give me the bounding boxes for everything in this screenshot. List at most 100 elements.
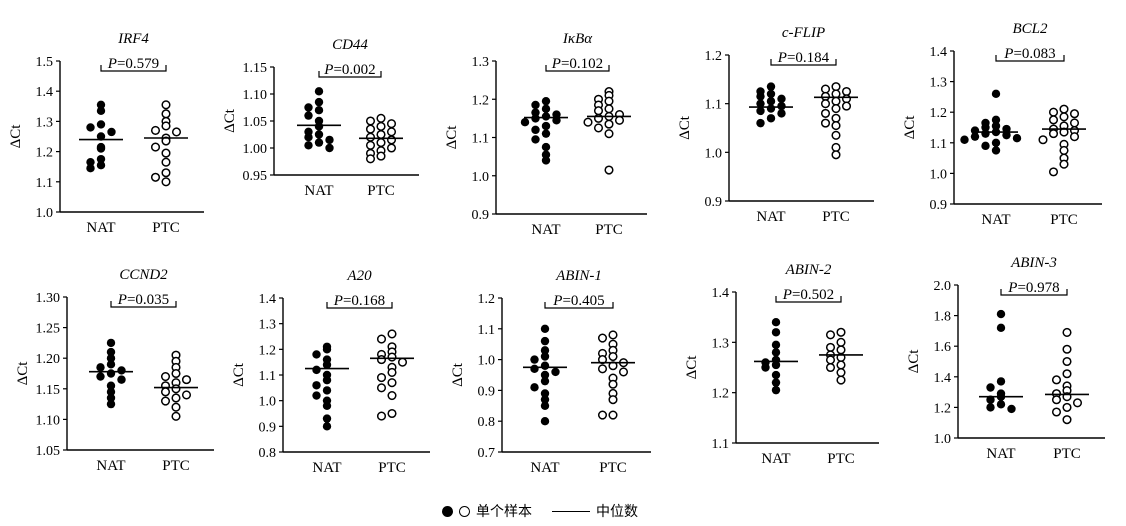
chart-6-point-nat — [106, 347, 116, 357]
chart-4-point-ptc — [820, 91, 831, 101]
chart-3-y-tick-label: 1.2 — [472, 93, 490, 108]
chart-2-point-nat — [314, 138, 324, 147]
chart-5-point-ptc — [1048, 107, 1059, 117]
chart-4-category-label: NAT — [756, 209, 785, 225]
chart-5-point-nat — [960, 135, 969, 144]
chart-10-y-tick-label: 1.2 — [934, 401, 952, 416]
chart-8-point-nat — [530, 355, 539, 364]
chart-7: 0.8 0.9 1.0 1.1 1.2 1.3 1.4 ΔCt A20 P=0.168 NAT PTC — [231, 268, 430, 476]
chart-3-point-nat — [541, 142, 551, 152]
chart-10-point-nat — [1007, 404, 1016, 414]
chart-4-point-ptc — [820, 84, 831, 94]
chart-7-point-ptc — [387, 329, 397, 339]
chart-10-point-ptc — [1051, 407, 1062, 417]
chart-1-point-ptc — [161, 109, 171, 119]
chart-1-y-tick-label: 1.5 — [36, 55, 54, 70]
chart-7-y-axis-label: ΔCt — [231, 362, 247, 387]
chart-7-y-tick-label: 1.3 — [259, 318, 277, 333]
chart-9-point-nat — [771, 318, 781, 327]
chart-10-category-label: NAT — [986, 446, 1015, 462]
chart-1-point-nat — [86, 123, 95, 132]
chart-1-y-tick-label: 1.2 — [36, 146, 54, 161]
legend-filled-marker — [442, 505, 453, 517]
chart-4-point-ptc — [831, 150, 841, 160]
chart-8-point-nat — [540, 346, 550, 355]
chart-10-p-value: P=0.978 — [1007, 280, 1059, 296]
chart-3-point-nat — [520, 118, 530, 127]
chart-6-point-nat — [96, 363, 105, 372]
chart-8-y-tick-label: 0.7 — [478, 446, 496, 461]
chart-5-point-ptc — [1048, 115, 1059, 125]
chart-6-p-value: P=0.035 — [117, 292, 169, 308]
chart-3-y-axis-label: ΔCt — [444, 125, 460, 150]
chart-8-y-tick-label: 1.0 — [478, 354, 496, 369]
chart-9-point-ptc — [836, 360, 846, 370]
chart-3-y-tick-label: 1.1 — [472, 132, 490, 147]
chart-7-point-ptc — [387, 390, 397, 401]
chart-8-point-ptc — [618, 367, 629, 377]
chart-1-point-nat — [86, 157, 95, 167]
chart-6-point-ptc — [160, 396, 171, 406]
chart-6-point-nat — [106, 387, 116, 397]
chart-8-point-nat — [530, 383, 539, 392]
chart-6-point-ptc — [171, 393, 181, 403]
chart-5-point-nat — [991, 138, 1001, 147]
chart-1-point-ptc — [161, 148, 171, 158]
chart-4-point-ptc — [841, 86, 852, 97]
chart-2-y-tick-label: 1.05 — [243, 115, 268, 130]
chart-1-y-tick-label: 1.3 — [36, 115, 54, 130]
chart-5-point-nat — [1012, 134, 1022, 143]
chart-2-point-nat — [325, 143, 334, 153]
chart-8-point-ptc — [608, 395, 618, 405]
chart-2-point-nat — [304, 111, 313, 120]
chart-9-point-ptc — [836, 367, 846, 378]
chart-1: 1.0 1.1 1.2 1.3 1.4 1.5 ΔCt IRF4 P=0.579 NAT PTC — [8, 31, 204, 236]
chart-5-y-tick-label: 0.9 — [930, 198, 948, 213]
chart-9-point-nat — [771, 385, 781, 395]
chart-4-point-ptc — [831, 130, 841, 140]
chart-10-point-nat — [986, 383, 995, 392]
chart-10-point-nat — [996, 309, 1006, 319]
chart-1-y-tick-label: 1.4 — [36, 85, 54, 100]
chart-3-point-ptc — [614, 115, 625, 125]
chart-5-y-axis-label: ΔCt — [902, 115, 918, 140]
chart-8-point-ptc — [608, 379, 618, 389]
chart-8-point-nat — [540, 401, 550, 410]
chart-2-point-ptc — [386, 135, 397, 145]
chart-10-y-axis-label: ΔCt — [906, 349, 922, 374]
chart-3-point-nat — [541, 112, 551, 121]
chart-3-point-nat — [541, 156, 551, 165]
chart-7-p-bracket — [326, 302, 393, 309]
chart-2-point-ptc — [365, 154, 376, 164]
chart-2-point-nat — [304, 133, 313, 142]
chart-4-point-nat — [756, 118, 765, 128]
chart-3-p-value: P=0.102 — [551, 56, 603, 72]
chart-6-y-tick-label: 1.20 — [36, 352, 61, 367]
chart-5-y-tick-label: 1.2 — [930, 106, 948, 121]
chart-2: 0.95 1.00 1.05 1.10 1.15 ΔCt CD44 P=0.002 NAT PTC — [222, 37, 419, 199]
chart-5-point-ptc — [1069, 109, 1080, 119]
chart-3-y-tick-label: 1.0 — [472, 170, 490, 185]
chart-8-y-tick-label: 1.1 — [478, 323, 496, 338]
chart-7-y-tick-label: 1.1 — [259, 369, 277, 384]
chart-4-title: c-FLIP — [782, 25, 825, 41]
chart-5-point-ptc — [1059, 159, 1069, 169]
chart-2-point-nat — [325, 135, 334, 145]
chart-5-point-nat — [991, 115, 1001, 125]
chart-8-point-ptc — [608, 330, 618, 340]
chart-7-point-nat — [312, 365, 321, 375]
chart-6-point-ptc — [171, 368, 181, 379]
chart-8-point-ptc — [597, 410, 608, 420]
chart-8-point-ptc — [597, 333, 608, 343]
chart-10-point-ptc — [1062, 415, 1072, 425]
chart-6-point-ptc — [160, 372, 171, 382]
chart-3-point-nat — [531, 108, 540, 117]
chart-1-point-ptc — [161, 157, 171, 167]
chart-8-point-nat — [540, 370, 550, 380]
chart-6-point-nat — [106, 381, 116, 390]
chart-9-point-nat — [771, 378, 781, 387]
chart-1-point-ptc — [161, 121, 171, 131]
legend: 单个样本 中位数 — [442, 500, 638, 522]
chart-7-point-ptc — [387, 352, 397, 362]
chart-6-y-tick-label: 1.10 — [36, 413, 61, 428]
